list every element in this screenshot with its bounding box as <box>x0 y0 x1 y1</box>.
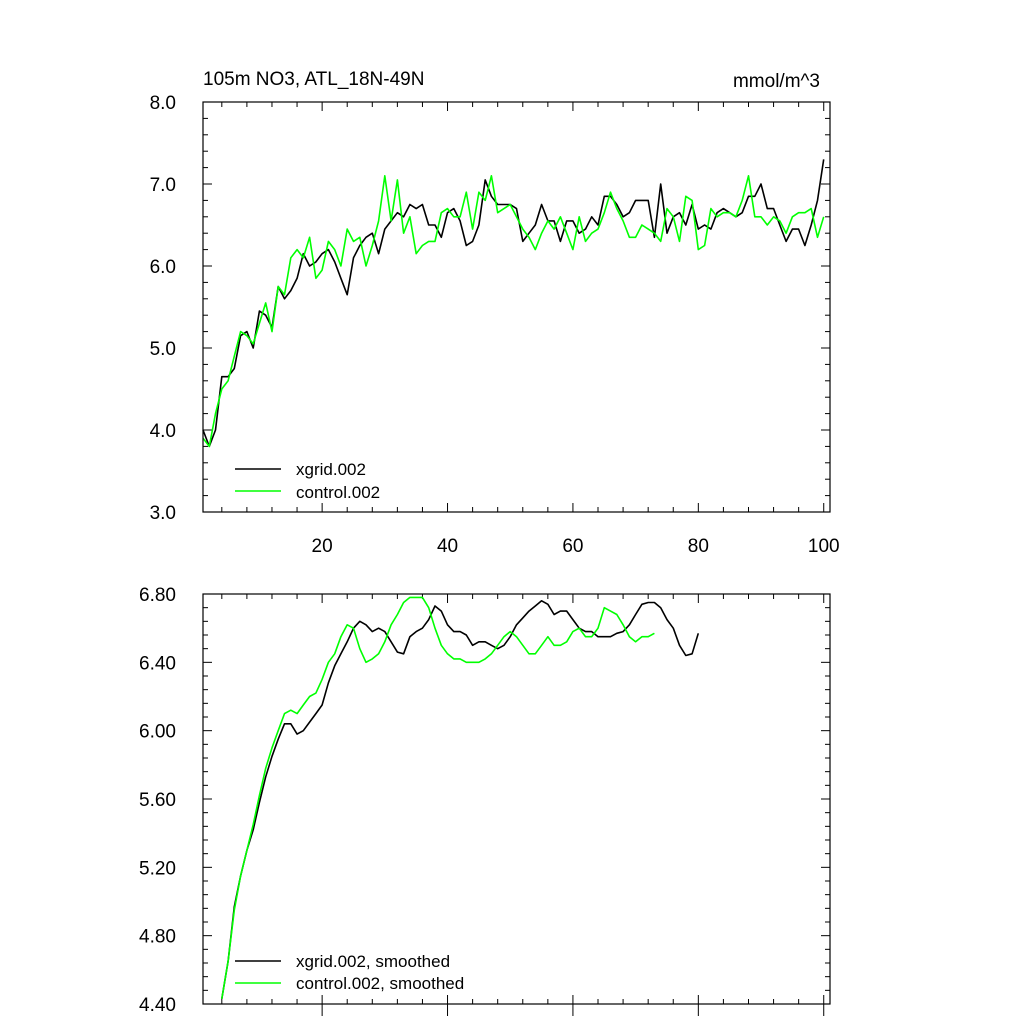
top-chart-title: 105m NO3, ATL_18N-49N <box>203 69 424 90</box>
top-y-tick-label: 4.0 <box>150 421 176 442</box>
top-chart-frame <box>202 101 831 513</box>
top-chart: 3.0 4.0 5.0 6.0 7.0 8.0 20 40 60 80 100 xgrid.002 … <box>150 93 840 557</box>
bottom-series-control <box>221 596 655 1000</box>
bottom-y-tick-label: 4.80 <box>139 927 176 948</box>
bottom-y-tick-label: 5.20 <box>139 858 176 879</box>
legend-label-control-smoothed: control.002, smoothed <box>296 974 464 993</box>
top-x-tick-label: 20 <box>312 536 333 557</box>
bottom-y-tick-label: 5.60 <box>139 790 176 811</box>
bottom-y-tick-label: 6.40 <box>139 653 176 674</box>
bottom-chart-frame <box>202 593 831 1005</box>
top-x-tick-label: 40 <box>437 536 458 557</box>
legend-label-xgrid: xgrid.002 <box>296 460 366 479</box>
top-y-tick-label: 5.0 <box>150 339 176 360</box>
top-y-tick-label: 6.0 <box>150 257 176 278</box>
top-y-tick-label: 7.0 <box>150 175 176 196</box>
top-y-tick-label: 3.0 <box>150 503 176 524</box>
bottom-y-tick-label: 6.00 <box>139 722 176 743</box>
top-x-tick-label: 80 <box>688 536 709 557</box>
legend-label-xgrid-smoothed: xgrid.002, smoothed <box>296 952 450 971</box>
top-series-xgrid <box>202 159 825 448</box>
top-x-tick-label: 100 <box>808 536 840 557</box>
top-x-tick-label: 60 <box>562 536 583 557</box>
top-y-tick-label: 8.0 <box>150 93 176 114</box>
bottom-y-tick-label: 6.80 <box>139 585 176 606</box>
bottom-y-tick-label: 4.40 <box>139 995 176 1016</box>
top-chart-units: mmol/m^3 <box>733 71 820 92</box>
bottom-chart: 4.40 4.80 5.20 5.60 6.00 6.40 6.80 xgrid.002, … <box>139 585 831 1016</box>
bottom-series-xgrid <box>221 599 700 1000</box>
top-chart-legend: xgrid.002 control.002 <box>235 460 380 502</box>
bottom-chart-legend: xgrid.002, smoothed control.002, smoothe… <box>235 952 464 993</box>
legend-label-control: control.002 <box>296 483 380 502</box>
top-series-control <box>202 175 825 448</box>
